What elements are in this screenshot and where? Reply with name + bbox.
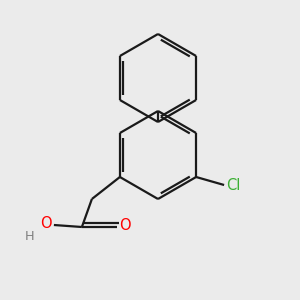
Text: H: H [24,230,34,244]
Text: O: O [119,218,130,233]
Text: Cl: Cl [226,178,241,193]
Text: O: O [40,217,52,232]
